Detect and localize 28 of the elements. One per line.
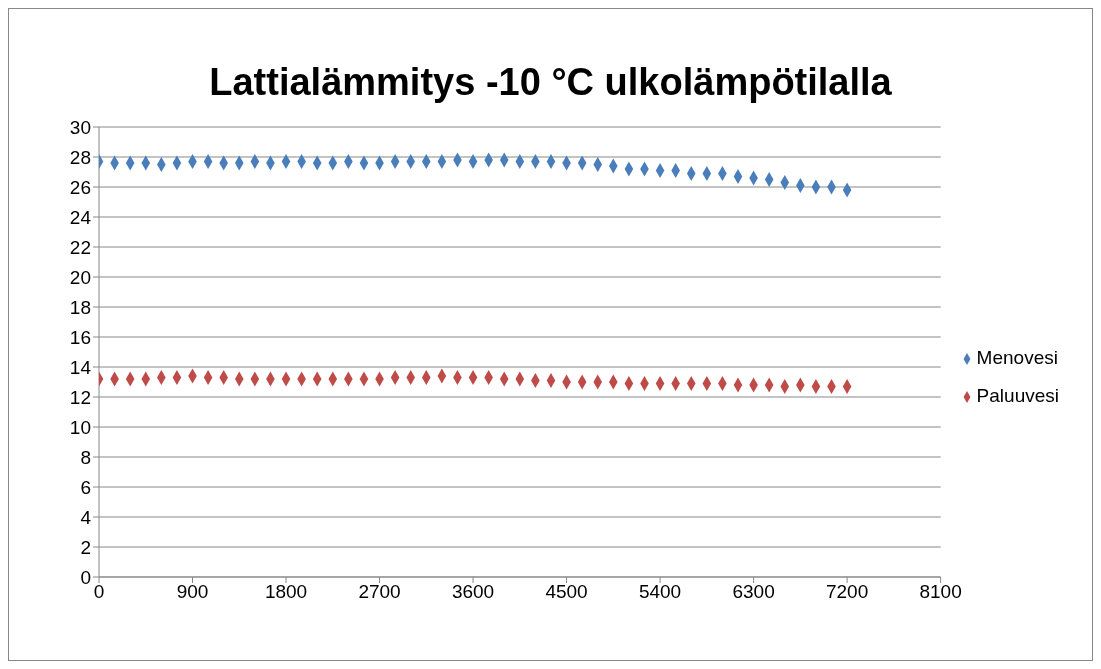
chart-title: Lattialämmitys -10 °C ulkolämpötilalla (208, 61, 893, 105)
x-tick-label: 2700 (358, 581, 401, 603)
y-tick-label: 2 (80, 536, 91, 558)
y-tick-label: 30 (69, 116, 91, 138)
x-tick-label: 8100 (919, 581, 962, 603)
y-tick-label: 12 (69, 386, 91, 408)
x-tick-label: 7200 (825, 581, 869, 603)
y-tick-label: 10 (69, 416, 91, 438)
y-tick-label: 16 (69, 326, 91, 348)
y-tick-label: 28 (69, 146, 91, 168)
x-tick-label: 5400 (638, 581, 682, 603)
legend-label: Menovesi (976, 347, 1058, 368)
y-tick-label: 24 (69, 206, 92, 228)
y-tick-label: 18 (69, 296, 91, 318)
x-tick-label: 1800 (264, 581, 308, 603)
y-tick-label: 6 (80, 476, 91, 498)
x-tick-label: 900 (176, 581, 209, 603)
y-tick-label: 8 (80, 446, 91, 468)
x-tick-label: 3600 (451, 581, 495, 603)
y-tick-label: 26 (69, 176, 91, 198)
legend-label: Paluuvesi (976, 385, 1059, 406)
y-tick-label: 4 (80, 506, 92, 528)
x-tick-label: 6300 (732, 581, 775, 603)
y-tick-label: 20 (69, 266, 91, 288)
y-tick-label: 14 (69, 356, 92, 378)
y-tick-label: 0 (80, 566, 91, 588)
x-tick-label: 4500 (545, 581, 588, 603)
y-tick-label: 22 (69, 236, 91, 258)
